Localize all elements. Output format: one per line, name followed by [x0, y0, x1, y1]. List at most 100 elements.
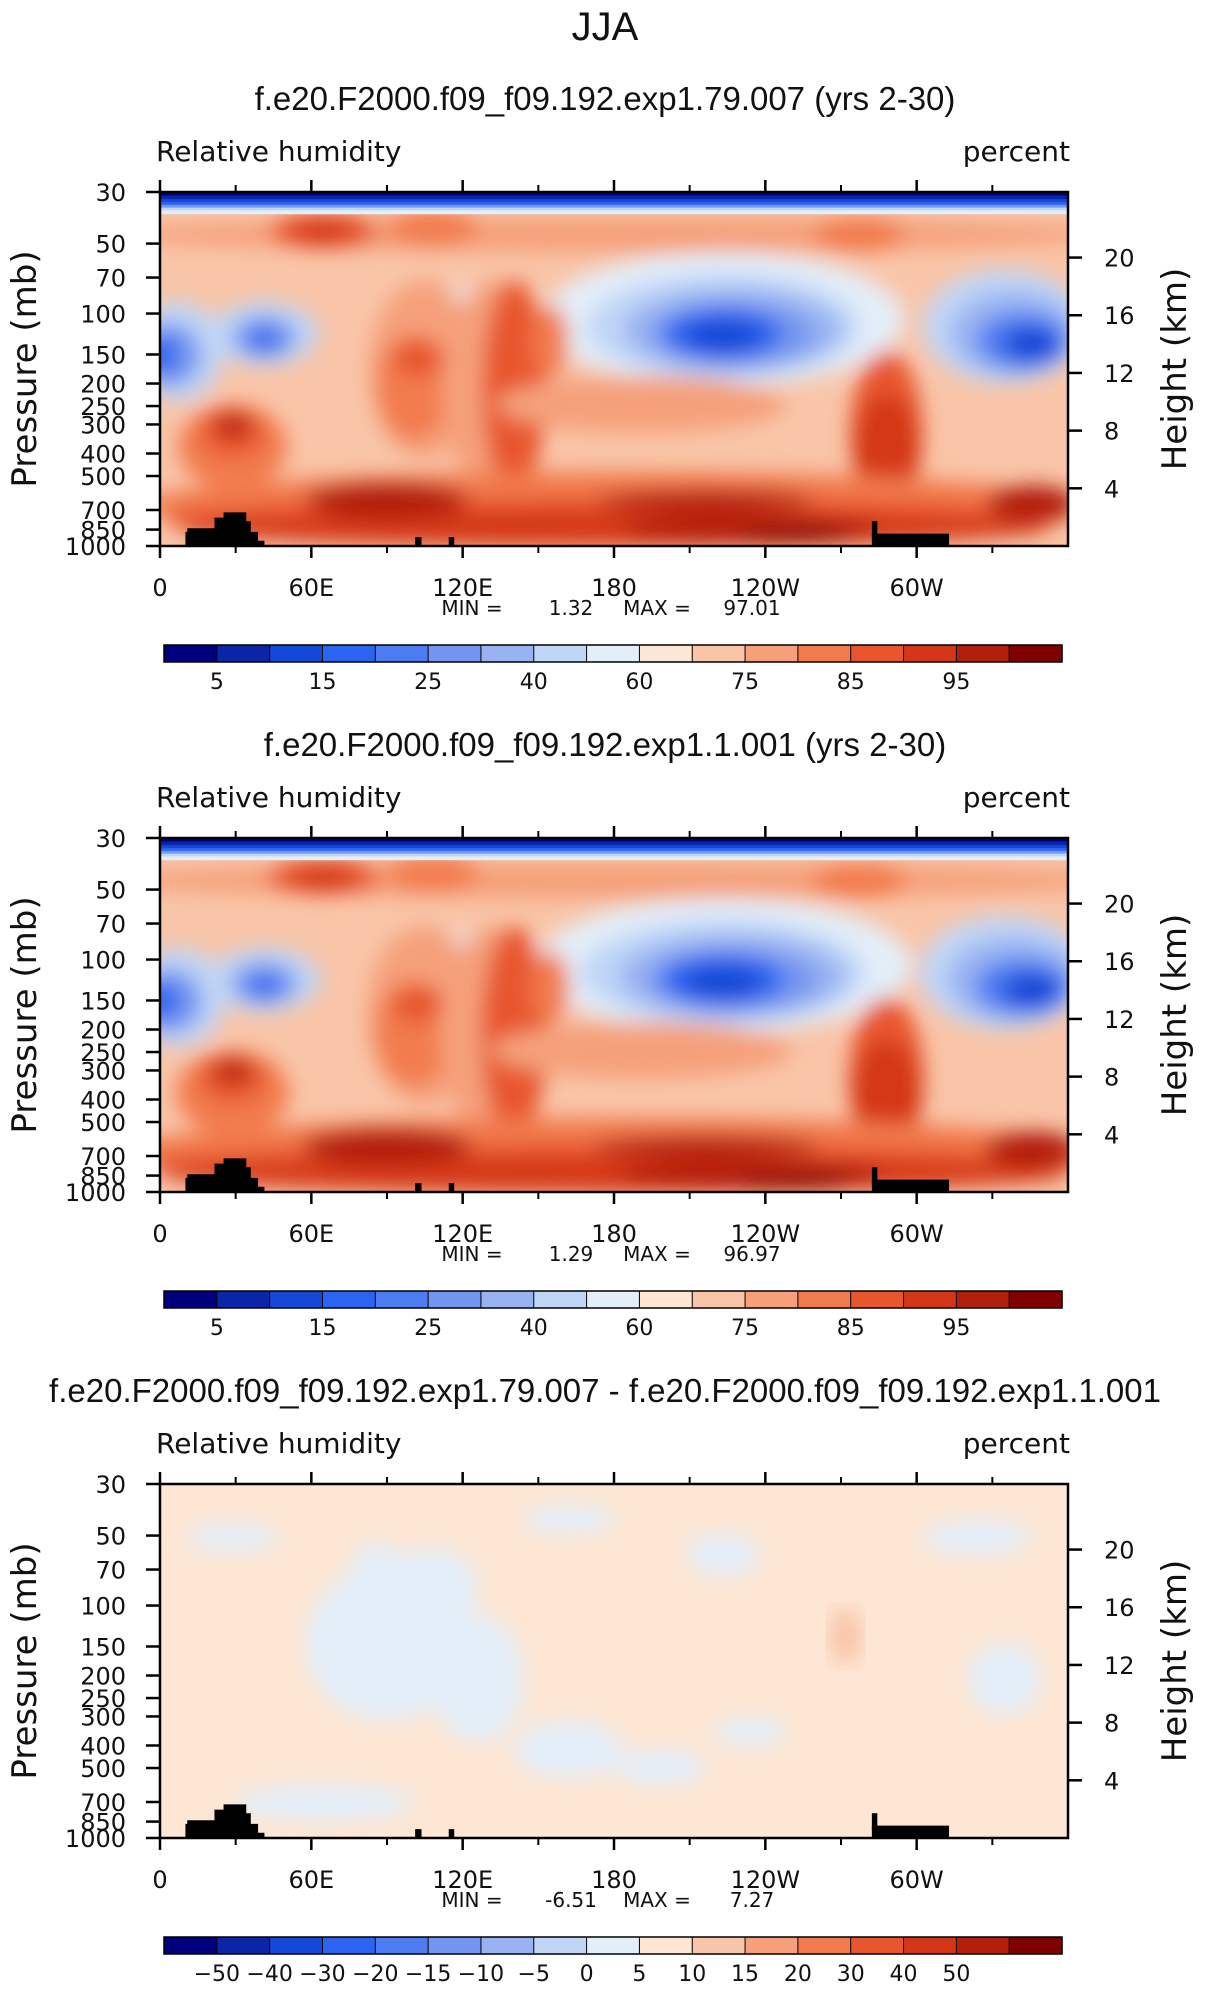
y-tick-label: 1000 [65, 533, 126, 561]
colorbar-swatch [428, 1291, 482, 1308]
y-tick-label: 100 [80, 947, 126, 975]
stratosphere-band [160, 195, 1068, 201]
x-tick-label: 0 [152, 1866, 167, 1894]
colorbar-swatch [745, 1291, 799, 1308]
x-tick-label: 60W [890, 1866, 944, 1894]
max-value: 7.27 [730, 1888, 775, 1912]
min-label: MIN = [441, 1888, 502, 1912]
x-tick-label: 180 [591, 574, 637, 602]
colorbar-label: −50 [194, 1962, 240, 1987]
colorbar-swatch [269, 645, 324, 662]
colorbar-label: 15 [731, 1962, 759, 1987]
y-tick-label: 500 [80, 1109, 126, 1137]
stratosphere-band [160, 838, 1068, 843]
stratosphere-band [160, 210, 1068, 215]
contour-field [160, 192, 1068, 546]
y2-tick-label: 12 [1104, 1652, 1135, 1680]
colorbar-swatch [586, 1291, 641, 1308]
colorbar-label: 40 [890, 1962, 918, 1987]
colorbar-label: 95 [942, 1316, 970, 1341]
y-tick-label: 50 [95, 877, 126, 905]
colorbar-swatch [533, 1291, 588, 1308]
colorbar-label: −20 [352, 1962, 398, 1987]
max-value: 97.01 [723, 596, 780, 620]
colorbar: 5 15 25 40 60 75 85 95 [163, 1290, 1063, 1341]
colorbar-label: 5 [210, 1316, 224, 1341]
y-tick-label: 850 [80, 1809, 126, 1837]
y2-tick-label: 16 [1104, 302, 1135, 330]
colorbar: −50 −40 −30 −20 −15 −10 −5 0 5 10 15 20 30 40 50 [163, 1936, 1063, 1987]
stratosphere-band [160, 856, 1068, 861]
land-tibet [185, 1804, 265, 1838]
max-label: MAX = [623, 1888, 691, 1912]
chart-title: f.e20.F2000.f09_f09.192.exp1.79.007 (yrs… [255, 80, 956, 117]
y-tick-label: 700 [80, 1789, 126, 1817]
colorbar-swatch [903, 1937, 957, 1954]
x-tick-label: 60E [288, 1220, 334, 1248]
x-tick-label: 0 [152, 1220, 167, 1248]
colorbar-swatch [216, 645, 271, 662]
y-tick-label: 500 [80, 1755, 126, 1783]
colorbar-label: −30 [299, 1962, 345, 1987]
stratosphere-band [160, 199, 1068, 203]
colorbar-swatch [533, 1937, 588, 1954]
colorbar-label: 20 [784, 1962, 812, 1987]
colorbar-swatch [269, 1937, 324, 1954]
y-tick-label: 300 [80, 1703, 126, 1731]
stratosphere-band [160, 201, 1068, 206]
y-tick-label: 100 [80, 301, 126, 329]
stratosphere-band [160, 845, 1068, 849]
y-tick-label: 250 [80, 1685, 126, 1713]
y-tick-label: 300 [80, 1057, 126, 1085]
colorbar-swatch [850, 1291, 905, 1308]
y2-axis-title: Height (km) [1155, 1560, 1195, 1763]
y2-tick-label: 4 [1104, 1767, 1119, 1795]
stratosphere-band [160, 192, 1068, 197]
max-value: 96.97 [723, 1242, 780, 1266]
colorbar-swatch [216, 1291, 271, 1308]
y2-tick-label: 4 [1104, 1121, 1119, 1149]
max-label: MAX = [623, 596, 691, 620]
y2-tick-label: 16 [1104, 948, 1135, 976]
colorbar-label: 25 [414, 670, 442, 695]
y-tick-label: 30 [95, 825, 126, 853]
colorbar-frame [163, 1936, 1063, 1955]
stratosphere-band [160, 853, 1068, 858]
colorbar-label: 85 [837, 670, 865, 695]
colorbar-swatch [322, 645, 376, 662]
y2-axis-title: Height (km) [1155, 268, 1195, 471]
y2-tick-label: 20 [1104, 891, 1135, 919]
colorbar-label: 15 [308, 1316, 336, 1341]
y-tick-label: 700 [80, 497, 126, 525]
colorbar-label: 50 [942, 1962, 970, 1987]
min-value: -6.51 [545, 1888, 597, 1912]
colorbar-swatch [586, 1937, 641, 1954]
y-tick-label: 300 [80, 411, 126, 439]
y-tick-label: 400 [80, 1732, 126, 1760]
colorbar-swatch [692, 645, 746, 662]
stratosphere-band [160, 204, 1068, 209]
colorbar-label: 30 [837, 1962, 865, 1987]
y-tick-label: 70 [95, 1557, 126, 1585]
colorbar-swatch [1009, 645, 1063, 662]
y-tick-label: 1000 [65, 1179, 126, 1207]
land-tibet [185, 1158, 265, 1192]
colorbar-swatch [480, 1937, 535, 1954]
y-tick-label: 700 [80, 1143, 126, 1171]
colorbar-frame [163, 644, 1063, 663]
land-andes [871, 1179, 950, 1192]
colorbar-swatch [586, 645, 641, 662]
colorbar-label: 25 [414, 1316, 442, 1341]
colorbar-swatch [850, 1937, 905, 1954]
min-label: MIN = [441, 1242, 502, 1266]
y-tick-label: 70 [95, 911, 126, 939]
colorbar-swatch [745, 645, 799, 662]
colorbar-swatch [1009, 1291, 1063, 1308]
colorbar-frame [163, 1290, 1063, 1309]
colorbar-label: 75 [731, 670, 759, 695]
colorbar-swatch [269, 1291, 324, 1308]
stratosphere-band [160, 841, 1068, 847]
colorbar-swatch [216, 1937, 271, 1954]
page-title: JJA [572, 5, 639, 49]
units-label: percent [963, 135, 1070, 168]
